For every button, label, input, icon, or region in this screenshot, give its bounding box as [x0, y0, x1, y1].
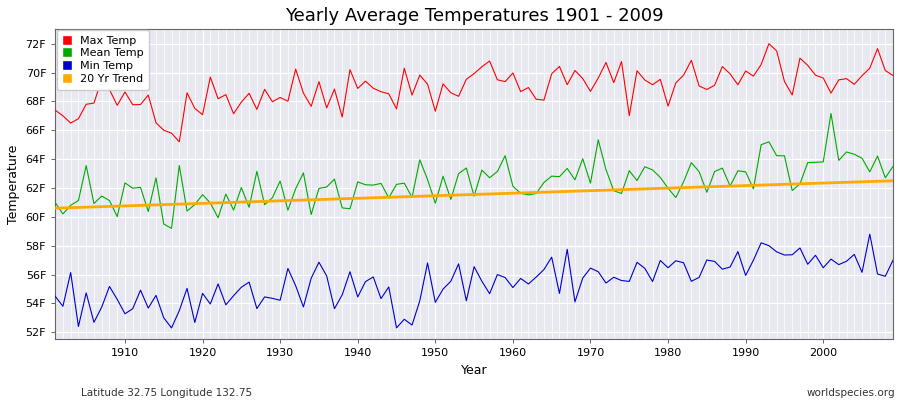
- Legend: Max Temp, Mean Temp, Min Temp, 20 Yr Trend: Max Temp, Mean Temp, Min Temp, 20 Yr Tre…: [57, 30, 149, 90]
- Y-axis label: Temperature: Temperature: [7, 145, 20, 224]
- Title: Yearly Average Temperatures 1901 - 2009: Yearly Average Temperatures 1901 - 2009: [284, 7, 663, 25]
- Text: worldspecies.org: worldspecies.org: [807, 388, 896, 398]
- X-axis label: Year: Year: [461, 364, 488, 377]
- Text: Latitude 32.75 Longitude 132.75: Latitude 32.75 Longitude 132.75: [81, 388, 252, 398]
